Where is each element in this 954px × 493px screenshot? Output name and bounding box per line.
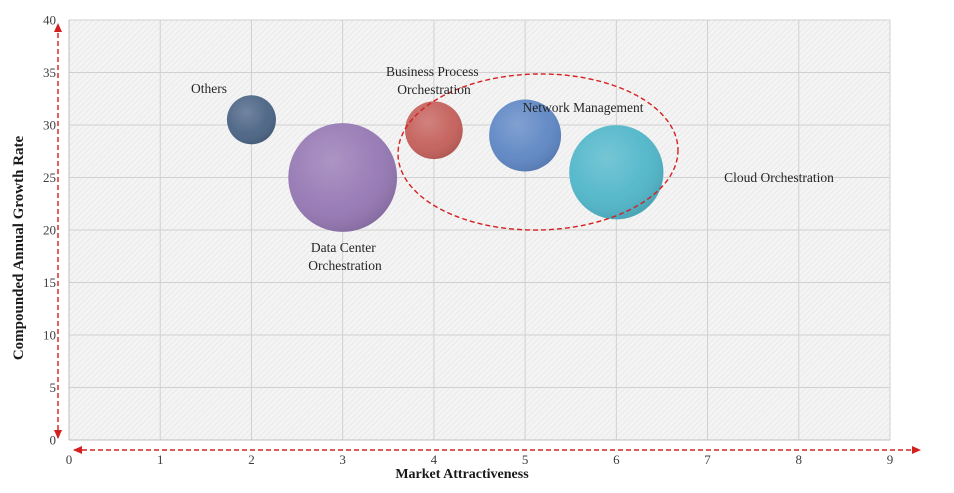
bubble-business-process-orchestration-shade	[405, 101, 463, 160]
y-tick-label: 0	[50, 433, 57, 448]
x-tick-label: 9	[887, 452, 894, 467]
y-tick-label: 35	[43, 65, 56, 80]
x-tick-label: 5	[522, 452, 529, 467]
bubble-network-management	[489, 99, 562, 172]
y-tick-labels: 0 5 10 15 20 25 30 35 40	[43, 13, 56, 448]
x-axis-title: Market Attractiveness	[395, 467, 529, 482]
bubble-cloud-orchestration	[569, 125, 664, 220]
y-tick-label: 10	[43, 328, 56, 343]
x-tick-label: 1	[157, 452, 164, 467]
y-tick-label: 20	[43, 223, 56, 238]
x-tick-label: 0	[66, 452, 73, 467]
x-tick-labels: 0 1 2 3 4 5 6 7 8 9	[66, 452, 894, 467]
y-tick-label: 15	[43, 275, 56, 290]
y-tick-label: 5	[50, 380, 57, 395]
axis-arrows	[54, 23, 921, 454]
bubble-labels: Others Data Center Orchestration Busines…	[191, 64, 834, 273]
x-tick-label: 2	[248, 452, 255, 467]
label-network-management: Network Management	[522, 100, 643, 115]
bubble-business-process-orchestration	[405, 101, 463, 160]
bubble-network-management-shade	[489, 99, 562, 172]
highlight-ellipse	[397, 73, 679, 231]
bubble-cloud-orchestration-shade	[569, 125, 664, 220]
label-others: Others	[191, 81, 227, 96]
x-tick-label: 8	[796, 452, 803, 467]
x-tick-label: 4	[431, 452, 438, 467]
bubble-data-center-orchestration	[288, 123, 398, 232]
bubble-data-center-orchestration-shade	[288, 123, 398, 232]
label-data-center-orchestration: Data Center Orchestration	[308, 240, 382, 273]
bubbles	[226, 95, 664, 232]
x-tick-label: 3	[339, 452, 346, 467]
label-cloud-orchestration: Cloud Orchestration	[724, 170, 834, 185]
y-axis-title: Compounded Annual Growth Rate	[11, 135, 27, 360]
y-tick-label: 40	[43, 13, 56, 28]
bubble-others-shade	[226, 95, 276, 145]
x-tick-label: 7	[704, 452, 711, 467]
axes	[68, 20, 890, 441]
y-tick-label: 25	[43, 170, 56, 185]
label-business-process-orchestration: Business Process Orchestration	[386, 64, 482, 97]
x-tick-label: 6	[613, 452, 620, 467]
y-tick-label: 30	[43, 118, 56, 133]
bubble-others	[226, 95, 276, 145]
